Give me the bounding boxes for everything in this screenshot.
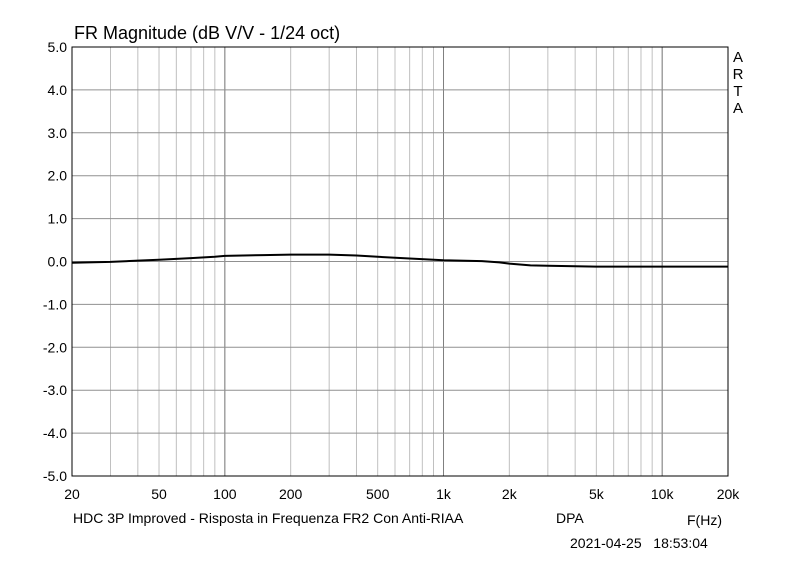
x-tick-label: 10k (651, 486, 675, 502)
chart-title: FR Magnitude (dB V/V - 1/24 oct) (74, 23, 340, 43)
series-layer (71, 253, 728, 268)
x-tick-label: 20 (64, 486, 80, 502)
series-line (71, 253, 728, 268)
measurement-description: HDC 3P Improved - Risposta in Frequenza … (73, 510, 464, 526)
measurement-timestamp: 2021-04-25 18:53:04 (570, 535, 708, 551)
x-axis-label: F(Hz) (687, 512, 722, 528)
x-axis-tick-labels: 20 50 100 200 500 1k 2k 5k 10k 20k (64, 486, 740, 502)
y-tick-label: 1.0 (48, 211, 68, 227)
x-tick-label: 500 (366, 486, 390, 502)
plot-area-frame (71, 46, 729, 477)
y-tick-label: 3.0 (48, 125, 68, 141)
y-tick-label: 2.0 (48, 168, 68, 184)
measurement-tag: DPA (556, 510, 584, 526)
y-tick-label: -2.0 (43, 339, 67, 355)
y-tick-label: 0.0 (48, 254, 68, 270)
watermark-letter: R (733, 66, 744, 83)
x-tick-label: 1k (436, 486, 452, 502)
y-tick-label: -3.0 (43, 382, 67, 398)
x-tick-label: 50 (151, 486, 167, 502)
y-tick-label: 5.0 (48, 39, 68, 55)
watermark-letter: T (733, 83, 742, 100)
x-tick-label: 20k (717, 486, 741, 502)
y-tick-label: -4.0 (43, 425, 67, 441)
watermark-letter: A (733, 100, 743, 117)
y-tick-label: -1.0 (43, 296, 67, 312)
x-tick-label: 2k (502, 486, 518, 502)
grid-major-lines (72, 46, 728, 477)
watermark-letter: A (733, 49, 743, 66)
x-tick-label: 5k (589, 486, 605, 502)
y-tick-label: 4.0 (48, 82, 68, 98)
y-tick-label: -5.0 (43, 468, 67, 484)
x-tick-label: 100 (213, 486, 237, 502)
x-tick-label: 200 (279, 486, 303, 502)
y-axis-tick-labels: 5.0 4.0 3.0 2.0 1.0 0.0 -1.0 -2.0 -3.0 -4.0 -5.0 (43, 39, 67, 484)
